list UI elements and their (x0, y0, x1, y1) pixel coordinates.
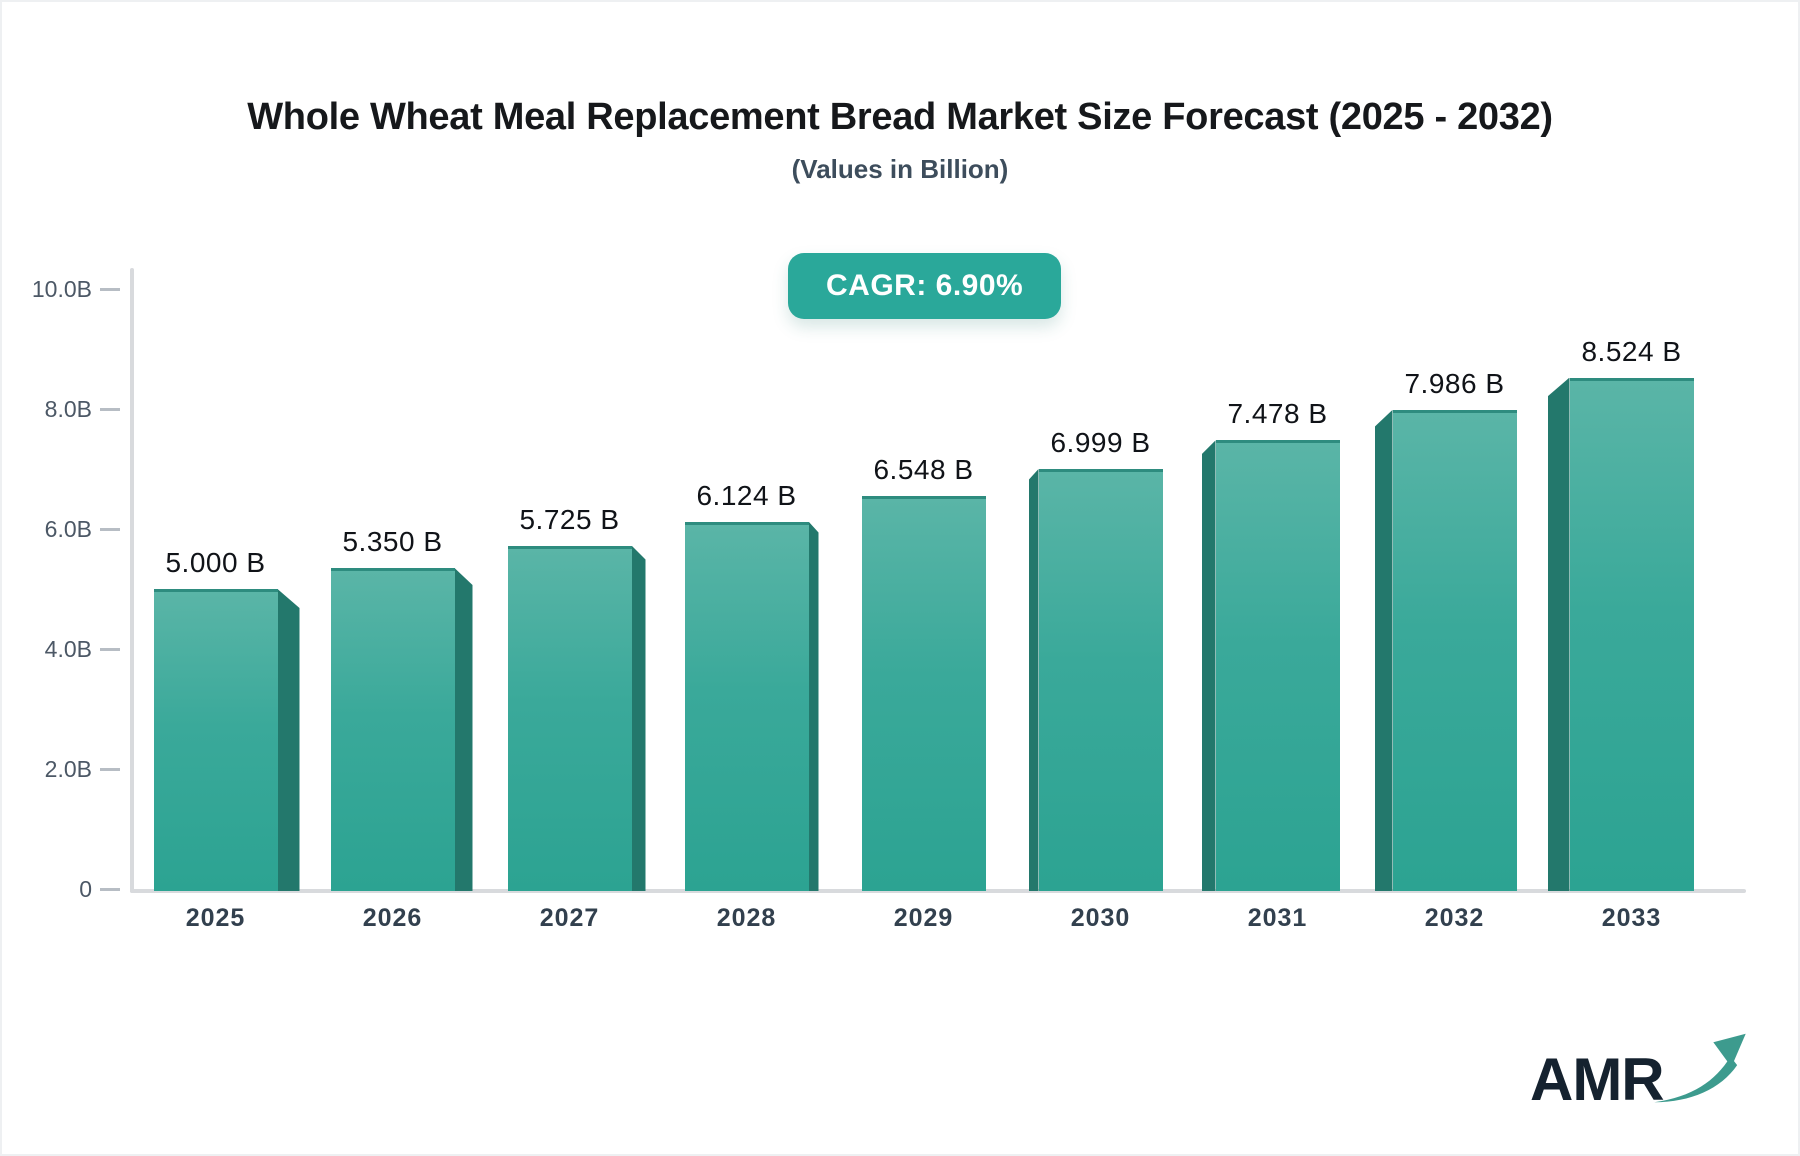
bar-value-label-2032: 7.986 B (1404, 367, 1505, 399)
bar-side-2028 (808, 521, 819, 891)
bar-2026[interactable] (330, 568, 455, 891)
y-tick-dash (100, 407, 120, 411)
bar-value-label-2033: 8.524 B (1581, 335, 1682, 367)
bar-value-label-2031: 7.478 B (1227, 398, 1328, 430)
bar-2029[interactable] (861, 496, 986, 891)
cagr-badge-label: CAGR: 6.90% (826, 269, 1024, 302)
x-axis-label-2031: 2031 (1247, 904, 1308, 932)
bar-2031[interactable] (1215, 440, 1340, 891)
bar-value-label-2029: 6.548 B (873, 454, 974, 486)
y-tick-label: 0 (79, 876, 92, 902)
bar-2027[interactable] (507, 545, 632, 891)
bar-side-2026 (454, 568, 473, 891)
y-axis-line (130, 268, 134, 893)
y-tick-dash (100, 647, 120, 651)
bar-value-label-2025: 5.000 B (165, 547, 266, 578)
y-tick-dash (100, 887, 120, 891)
y-tick-label: 2.0B (44, 756, 92, 782)
bar-2030[interactable] (1038, 469, 1163, 891)
bar-value-label-2028: 6.124 B (696, 479, 797, 511)
bar-value-label-2027: 5.725 B (519, 503, 620, 535)
x-axis-label-2029: 2029 (893, 904, 954, 932)
amr-logo: AMR (1530, 1028, 1748, 1110)
bar-value-label-2026: 5.350 B (342, 526, 443, 557)
x-axis-label-2032: 2032 (1424, 904, 1485, 932)
cagr-badge: CAGR: 6.90% (788, 253, 1062, 319)
amr-logo-text: AMR (1530, 1046, 1665, 1113)
bar-2025[interactable] (153, 589, 278, 891)
x-axis-label-2027: 2027 (539, 904, 600, 932)
x-axis-label-2026: 2026 (362, 904, 423, 932)
trend-arrow-icon (1653, 1033, 1746, 1103)
y-tick-label: 10.0B (31, 276, 92, 302)
y-tick-label: 4.0B (44, 636, 92, 662)
chart-subtitle: (Values in Billion) (791, 154, 1009, 184)
y-tick-label: 8.0B (44, 396, 92, 422)
y-tick-dash (100, 527, 120, 531)
x-axis-label-2028: 2028 (716, 904, 777, 932)
bar-side-2030 (1028, 469, 1039, 891)
chart-title: Whole Wheat Meal Replacement Bread Marke… (247, 96, 1553, 138)
bar-2028[interactable] (684, 521, 809, 891)
x-axis-label-2025: 2025 (185, 904, 246, 932)
y-tick-dash (100, 767, 120, 771)
bar-value-label-2030: 6.999 B (1050, 427, 1151, 459)
x-axis-label-2030: 2030 (1070, 904, 1131, 932)
x-axis-label-2033: 2033 (1601, 904, 1662, 932)
bar-side-2033 (1547, 377, 1570, 891)
bar-side-2031 (1201, 440, 1216, 891)
y-tick-label: 6.0B (44, 516, 92, 542)
bar-side-2032 (1374, 409, 1393, 891)
bar-2033[interactable] (1569, 377, 1694, 891)
bar-side-2025 (277, 589, 300, 891)
bar-2032[interactable] (1392, 409, 1517, 891)
bar-side-2027 (631, 545, 646, 891)
y-tick-dash (100, 287, 120, 291)
x-axis-baseline (130, 889, 1746, 893)
